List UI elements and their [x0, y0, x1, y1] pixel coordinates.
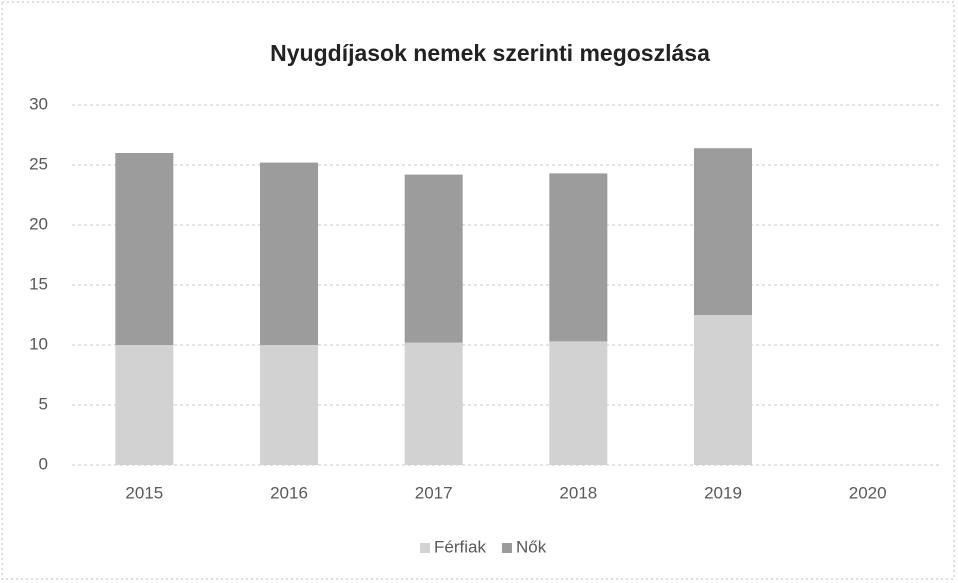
y-tick-label: 20 [29, 214, 48, 233]
bar-segment [549, 173, 608, 342]
x-tick-label: 2015 [125, 483, 163, 502]
x-tick-label: 2020 [849, 483, 887, 502]
bar-segment [549, 341, 608, 465]
y-tick-label: 30 [29, 94, 48, 113]
y-tick-label: 10 [29, 334, 48, 353]
y-tick-label: 15 [29, 274, 48, 293]
bar-segment [694, 148, 752, 315]
legend-swatch [420, 543, 430, 553]
legend-label: Férfiak [434, 537, 486, 556]
bar-segment [260, 162, 318, 345]
x-tick-label: 2019 [704, 483, 742, 502]
y-tick-label: 25 [29, 154, 48, 173]
x-tick-label: 2017 [415, 483, 453, 502]
bar-segment [694, 315, 752, 465]
bar-segment [404, 342, 463, 465]
chart-title: Nyugdíjasok nemek szerinti megoszlása [270, 40, 710, 66]
x-tick-label: 2016 [270, 483, 308, 502]
legend-swatch [501, 543, 512, 553]
bar-segment [115, 153, 174, 345]
bar-segment [404, 174, 463, 343]
y-tick-label: 0 [39, 454, 48, 473]
y-tick-label: 5 [39, 394, 48, 413]
legend-label: Nők [516, 537, 547, 556]
x-tick-label: 2018 [559, 483, 597, 502]
bar-segment [260, 345, 318, 465]
bar-segment [115, 345, 174, 465]
